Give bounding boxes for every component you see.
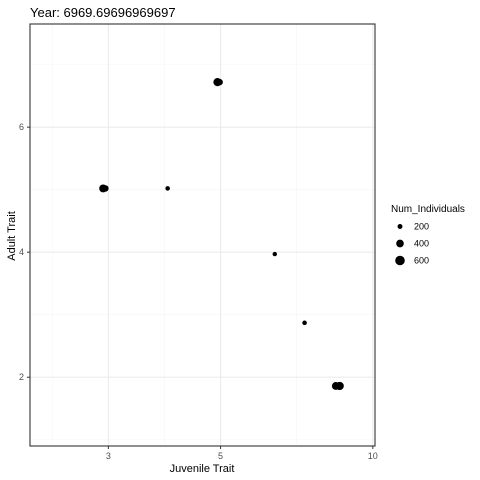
data-point bbox=[102, 185, 109, 192]
panel-border bbox=[29, 23, 376, 447]
x-tick-label: 5 bbox=[218, 451, 223, 461]
data-point bbox=[302, 320, 307, 326]
data-point bbox=[216, 78, 223, 86]
legend-key bbox=[396, 239, 404, 248]
legend-label: 200 bbox=[414, 222, 429, 232]
size-legend: Num_Individuals 200 400 600 bbox=[391, 204, 465, 266]
y-tick-label: 2 bbox=[19, 372, 24, 382]
legend-key bbox=[397, 224, 403, 229]
legend-label: 600 bbox=[414, 256, 429, 266]
data-point bbox=[272, 251, 277, 257]
data-point bbox=[165, 186, 170, 191]
y-tick-label: 4 bbox=[19, 247, 24, 257]
x-tick-label: 10 bbox=[368, 451, 378, 461]
legend-label: 400 bbox=[414, 239, 429, 249]
data-point bbox=[335, 381, 344, 391]
plot-panel: 3 5 10 2 4 6 bbox=[19, 23, 378, 461]
y-tick-label: 6 bbox=[19, 122, 24, 132]
x-axis-title: Juvenile Trait bbox=[170, 463, 235, 475]
y-axis-title: Adult Trait bbox=[6, 211, 18, 261]
x-tick-label: 3 bbox=[106, 451, 111, 461]
legend-key bbox=[395, 255, 405, 266]
plot-title: Year: 6969.69696969697 bbox=[30, 5, 176, 20]
legend-title: Num_Individuals bbox=[391, 204, 465, 215]
